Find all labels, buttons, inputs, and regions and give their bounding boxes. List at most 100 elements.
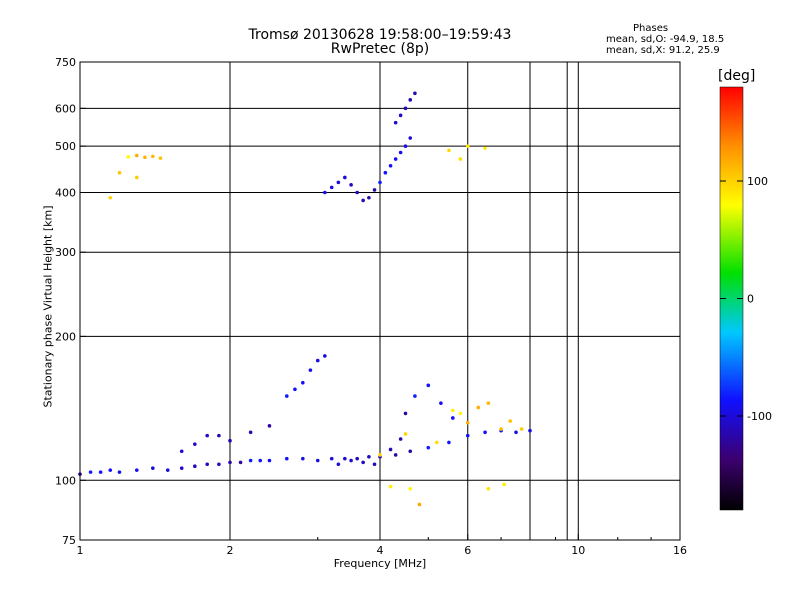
data-point-o: [372, 462, 377, 467]
data-point-o: [388, 163, 393, 168]
grid-lines: [80, 62, 680, 540]
data-point-x: [476, 405, 481, 410]
y-tick-label: 100: [55, 474, 76, 487]
data-point-o: [217, 462, 221, 467]
data-point-o: [451, 416, 455, 420]
x-tick-label: 6: [464, 544, 471, 557]
data-point-o: [308, 368, 313, 372]
data-point-x: [388, 484, 393, 489]
data-point-x: [117, 170, 122, 175]
data-point-o: [217, 433, 221, 438]
data-point-x: [458, 157, 463, 161]
data-point-o: [284, 456, 289, 461]
colorbar-tick-label: -100: [747, 410, 772, 423]
data-point-o: [388, 447, 393, 452]
data-point-o: [179, 449, 184, 454]
data-point-x: [502, 482, 506, 487]
data-point-o: [372, 188, 377, 192]
data-point-o: [336, 180, 341, 185]
data-point-o: [293, 387, 297, 392]
data-point-o: [398, 150, 403, 155]
data-point-o: [179, 466, 184, 470]
data-point-x: [158, 156, 163, 160]
data-point-o: [408, 136, 413, 140]
data-point-o: [248, 458, 253, 463]
y-axis-label: Stationary phase Virtual Height [km]: [41, 205, 55, 408]
y-tick-label: 75: [62, 534, 76, 547]
data-point-x: [486, 486, 491, 491]
stats-o: mean, sd,O: -94.9, 18.5: [606, 34, 725, 45]
data-point-o: [367, 454, 371, 459]
data-point-x: [483, 146, 487, 151]
data-point-o: [398, 113, 403, 118]
data-points: [78, 91, 532, 507]
data-point-x: [408, 486, 413, 491]
data-point-o: [329, 456, 334, 461]
data-point-o: [301, 456, 305, 461]
data-point-o: [393, 120, 398, 125]
data-point-o: [343, 175, 347, 180]
data-point-x: [458, 411, 463, 416]
chart-title: Tromsø 20130628 19:58:00–19:59:43: [248, 27, 512, 43]
data-point-o: [378, 180, 382, 185]
x-tick-label: 4: [377, 544, 384, 557]
x-tick-label: 1: [77, 544, 84, 557]
data-point-o: [284, 394, 289, 398]
data-point-o: [413, 91, 417, 96]
data-point-x: [465, 144, 470, 148]
data-point-o: [426, 445, 431, 450]
data-point-x: [508, 419, 512, 423]
data-point-o: [315, 458, 320, 463]
data-point-o: [393, 157, 398, 161]
y-tick-label: 200: [55, 330, 76, 343]
data-point-o: [349, 183, 353, 187]
data-point-x: [151, 154, 155, 159]
data-point-o: [349, 458, 353, 463]
data-point-o: [426, 383, 431, 388]
data-point-o: [336, 462, 341, 467]
y-tick-label: 400: [55, 186, 76, 199]
data-point-o: [483, 430, 487, 435]
data-point-o: [408, 98, 413, 102]
data-point-o: [193, 464, 197, 469]
axis-tick-labels: 1 2 4 6 10 16 75 100 200 300 400 500 600 750: [55, 56, 687, 557]
data-point-x: [134, 153, 139, 158]
data-point-o: [383, 170, 388, 175]
data-point-o: [367, 195, 371, 200]
data-point-o: [267, 424, 272, 428]
stats-title: Phases: [633, 23, 669, 34]
data-point-o: [403, 106, 408, 111]
data-point-x: [126, 155, 131, 159]
data-point-o: [228, 438, 232, 443]
axis-ticks: [79, 61, 681, 541]
data-point-x: [403, 432, 408, 436]
x-axis-label: Frequency [MHz]: [333, 557, 427, 570]
data-point-o: [205, 462, 209, 467]
data-point-o: [301, 380, 305, 385]
data-point-o: [315, 358, 320, 363]
colorbar-tick-label: 0: [747, 293, 754, 306]
data-point-x: [519, 427, 524, 431]
y-tick-label: 500: [55, 140, 76, 153]
data-point-x: [451, 408, 455, 413]
data-point-x: [447, 148, 451, 153]
data-point-o: [248, 430, 253, 435]
data-point-o: [447, 440, 451, 445]
y-tick-label: 600: [55, 102, 76, 115]
data-point-o: [98, 470, 103, 474]
data-point-o: [165, 468, 170, 472]
data-point-o: [355, 190, 359, 195]
data-point-x: [486, 401, 491, 405]
data-point-o: [323, 354, 327, 358]
data-point-o: [323, 190, 327, 195]
data-point-o: [228, 460, 232, 465]
y-tick-label: 750: [55, 56, 76, 69]
data-point-o: [193, 442, 197, 446]
data-point-x: [143, 155, 147, 160]
x-tick-label: 2: [227, 544, 234, 557]
data-point-x: [134, 175, 139, 180]
data-point-o: [403, 411, 408, 416]
data-point-o: [361, 198, 365, 203]
data-point-x: [378, 453, 382, 457]
